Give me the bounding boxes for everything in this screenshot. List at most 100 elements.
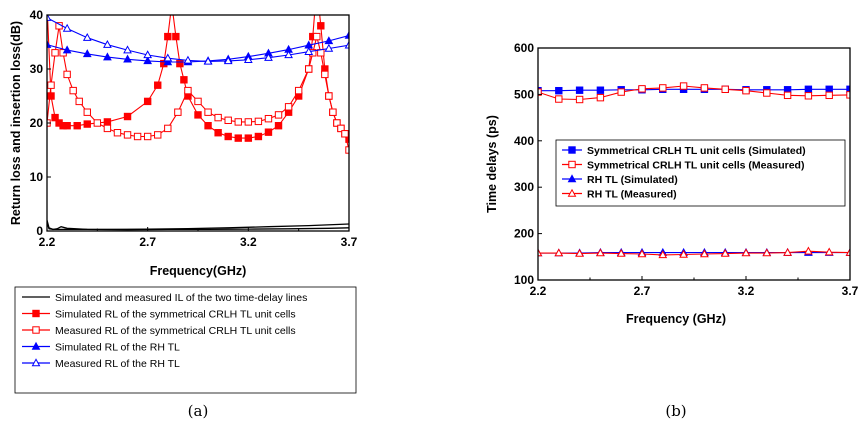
chart-b-series-1-point: [783, 91, 792, 100]
chart-a-legend-box: [14, 286, 357, 394]
caption-b: (b): [665, 402, 686, 420]
chart-a-series-2-point: [264, 128, 273, 136]
chart-a-series-5-line: [47, 17, 349, 62]
chart-a-series-3-point: [133, 132, 142, 141]
chart-b-series-3-point: [824, 247, 834, 256]
chart-a-series-5-point: [123, 45, 132, 54]
chart-a-series-5-point: [62, 23, 72, 32]
chart-a-xtick-label: 2.2: [39, 235, 56, 249]
chart-a-series-2-point: [194, 111, 202, 119]
chart-b-series-3-line: [538, 250, 850, 256]
chart-a-series-3-point: [244, 118, 253, 126]
chart-a-series-4-point: [103, 52, 112, 61]
chart-a: 2.2 2.7 3.2 3.7 0 10 20 30 40 Return loss and in…: [9, 1, 358, 420]
chart-a-series-2-point: [44, 1, 50, 7]
chart-a-series-4-point: [47, 39, 52, 48]
chart-a-series-2-point: [234, 134, 242, 142]
chart-a-series-4-point: [82, 49, 92, 58]
chart-a-series-5-point: [183, 55, 193, 64]
chart-a-xtick-label: 3.2: [240, 235, 257, 249]
chart-b-series-3-point: [679, 249, 688, 258]
chart-a-legend-label: Simulated RL of the RH TL: [55, 342, 180, 354]
chart-a-series-2-point: [154, 81, 162, 89]
chart-b-series-3-point: [700, 249, 709, 258]
caption-a: (a): [188, 402, 209, 420]
chart-a-ytick-label: 20: [30, 116, 44, 130]
chart-b-ytick-label: 400: [514, 134, 534, 148]
chart-b-series-3-point: [845, 247, 850, 256]
chart-b-series-3-point: [596, 248, 605, 257]
chart-b-legend-label: RH TL (Simulated): [587, 174, 678, 186]
chart-a-series-2-point: [47, 92, 55, 100]
chart-a-series-3-point: [194, 97, 202, 106]
chart-b-series-1-point: [596, 93, 605, 102]
chart-a-series-4-point: [123, 54, 132, 63]
chart-a-series-5-point: [284, 50, 293, 59]
chart-a-series-4-point: [143, 56, 153, 65]
chart-b-ytick-label: 200: [514, 227, 534, 241]
chart-b-legend-label: Symmetrical CRLH TL unit cells (Simulate…: [587, 145, 806, 157]
chart-b-series-1-point: [659, 84, 667, 92]
chart-b-series-1-line: [538, 85, 850, 101]
chart-a-series-2-point: [254, 132, 263, 141]
chart-a-series-5-point: [47, 15, 52, 21]
chart-b-legend-box: [555, 139, 846, 207]
chart-a-series-2-point: [73, 122, 81, 130]
chart-b-legend-marker: [568, 160, 576, 169]
chart-a-series-5-point: [243, 55, 253, 64]
chart-a-series-2-point: [164, 32, 172, 41]
chart-a-series-2-point: [214, 129, 222, 137]
chart-a-series-2-point: [63, 122, 71, 130]
chart-a-legend-label: Measured RL of the symmetrical CRLH TL u…: [55, 325, 296, 337]
chart-a-legend-marker: [32, 326, 40, 334]
chart-a-series-4-point: [344, 30, 349, 39]
chart-b-series-1-point: [742, 86, 750, 95]
chart-a-series-3-point: [264, 114, 273, 123]
chart-b-legend-label: RH TL (Measured): [587, 189, 677, 201]
chart-b-series-1-point: [825, 91, 833, 100]
chart-b-ytick-label: 100: [514, 273, 534, 287]
chart-a-ytick-label: 40: [30, 8, 44, 22]
chart-b-series-3-point: [616, 248, 626, 257]
chart-a-series-2-point: [143, 97, 152, 106]
chart-a-ytick-label: 30: [30, 62, 44, 76]
chart-a-series-3-point: [329, 108, 337, 116]
chart-a-series-2-point: [123, 112, 132, 121]
chart-a-series-5-point: [304, 47, 314, 55]
chart-a-series-3-point: [333, 119, 341, 127]
chart-a-ylabel: Return loss and insertion loss(dB): [9, 21, 23, 225]
chart-a-series-3-point: [184, 86, 192, 95]
chart-a-series-5-point: [324, 43, 334, 52]
chart-b-series-3-point: [554, 248, 564, 257]
chart-a-xlabel: Frequency(GHz): [150, 264, 247, 278]
chart-b-series-0-point: [575, 86, 584, 94]
chart-b-ytick-label: 300: [514, 180, 534, 194]
chart-a-series-3-point: [69, 86, 77, 95]
chart-b-ylabel: Time delays (ps): [485, 115, 499, 213]
chart-b-legend-label: Symmetrical CRLH TL unit cells (Measured…: [587, 160, 804, 172]
chart-b-series-1-point: [617, 88, 625, 96]
chart-b-series-1-point: [555, 95, 563, 103]
chart-a-series-3-point: [47, 81, 55, 89]
chart-a-legend: Simulated and measured IL of the two tim…: [14, 286, 357, 394]
chart-b-series-0-line: [538, 88, 850, 92]
chart-a-series-3-point: [113, 129, 122, 137]
chart-b-xlabel: Frequency (GHz): [626, 312, 726, 326]
chart-a-series-2-point: [204, 122, 212, 130]
chart-a-legend-label: Simulated and measured IL of the two tim…: [55, 292, 307, 304]
chart-a-xtick-label: 2.7: [139, 235, 156, 249]
chart-b-series-1-point: [638, 85, 646, 93]
chart-a-series-3-point: [123, 131, 132, 139]
chart-b-axes: 2.2 2.7 3.2 3.7 100 200 300 400 500 600: [514, 41, 859, 298]
chart-a-series-4-point: [324, 36, 334, 45]
chart-a-series-3-point: [51, 49, 59, 57]
chart-a-series-2-point: [83, 120, 91, 128]
chart-a-series-5-point: [143, 50, 153, 59]
chart-a-series-3-point: [143, 132, 152, 141]
chart-a-series-3-point: [83, 108, 91, 116]
chart-a-series-3-point: [294, 86, 303, 95]
chart-b-series-3-point: [538, 248, 543, 257]
chart-a-legend-label: Simulated RL of the symmetrical CRLH TL …: [55, 309, 296, 321]
chart-a-series-3-point: [234, 118, 242, 126]
chart-a-series-3-point: [63, 70, 71, 79]
